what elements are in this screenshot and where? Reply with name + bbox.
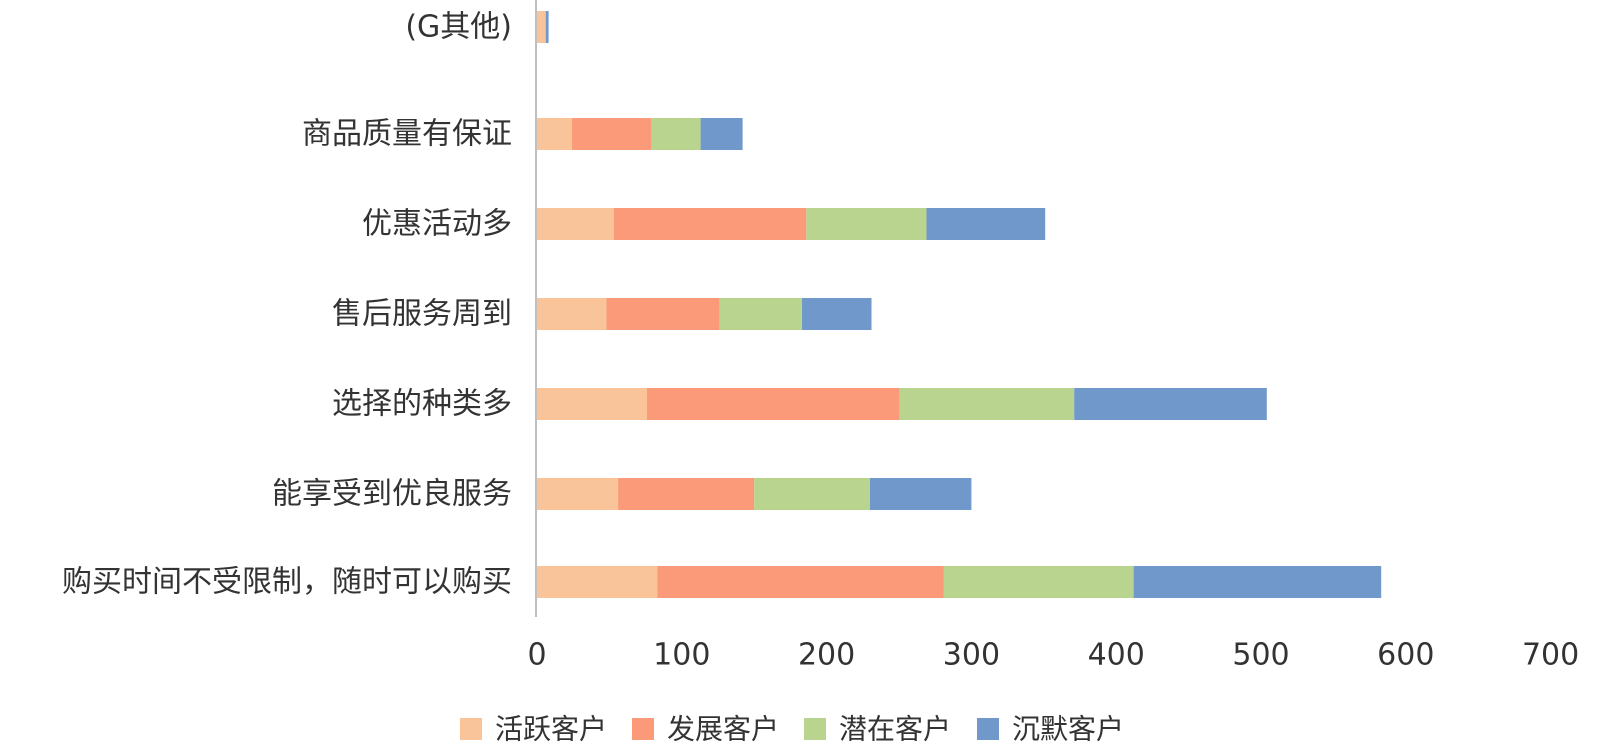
bar-segment-2-2 xyxy=(899,388,1075,420)
legend-swatch-0 xyxy=(460,718,482,740)
x-tick-label-2: 200 xyxy=(798,638,855,673)
bar-segment-3-0 xyxy=(537,298,607,330)
bar-segment-1-0 xyxy=(537,478,619,510)
x-tick-label-3: 300 xyxy=(943,638,1000,673)
bar-segment-4-3 xyxy=(926,208,1046,240)
category-label-4: 优惠活动多 xyxy=(362,207,512,242)
bar-segment-0-2 xyxy=(943,566,1134,598)
legend: 活跃客户 发展客户 潜在客户 沉默客户 xyxy=(460,713,1124,746)
x-tick-label-6: 600 xyxy=(1377,638,1434,673)
legend-swatch-1 xyxy=(632,718,654,740)
bar-segment-2-0 xyxy=(537,388,647,420)
x-tick-label-7: 700 xyxy=(1522,638,1579,673)
legend-label-3: 沉默客户 xyxy=(1012,713,1124,746)
category-label-0: 购买时间不受限制，随时可以购买 xyxy=(62,565,512,600)
category-label-5: 商品质量有保证 xyxy=(302,117,512,152)
bar-segment-2-1 xyxy=(647,388,899,420)
category-label-3: 售后服务周到 xyxy=(332,297,512,332)
bar-segment-0-0 xyxy=(537,566,658,598)
bar-segment-3-1 xyxy=(606,298,720,330)
legend-label-2: 潜在客户 xyxy=(839,713,951,746)
bars-layer xyxy=(537,11,1382,598)
bar-segment-5-2 xyxy=(651,118,701,150)
category-label-1: 能享受到优良服务 xyxy=(272,477,512,512)
x-tick-label-4: 400 xyxy=(1088,638,1145,673)
legend-label-0: 活跃客户 xyxy=(495,713,607,746)
bar-segment-1-3 xyxy=(870,478,972,510)
bar-segment-4-2 xyxy=(806,208,927,240)
x-tick-labels: 0 100 200 300 400 500 600 700 xyxy=(527,638,1579,673)
bar-segment-4-1 xyxy=(613,208,807,240)
legend-swatch-3 xyxy=(977,718,999,740)
legend-label-1: 发展客户 xyxy=(667,713,779,746)
bar-segment-2-3 xyxy=(1074,388,1267,420)
bar-segment-3-3 xyxy=(802,298,872,330)
bar-segment-5-1 xyxy=(571,118,652,150)
category-label-2: 选择的种类多 xyxy=(332,387,512,422)
bar-segment-5-3 xyxy=(700,118,743,150)
legend-swatch-2 xyxy=(804,718,826,740)
x-tick-label-0: 0 xyxy=(527,638,546,673)
x-tick-label-1: 100 xyxy=(653,638,710,673)
bar-segment-1-2 xyxy=(754,478,870,510)
bar-segment-3-2 xyxy=(719,298,802,330)
bar-segment-1-1 xyxy=(618,478,755,510)
bar-segment-0-1 xyxy=(657,566,944,598)
category-label-6: (G其他) xyxy=(405,10,512,45)
bar-segment-0-3 xyxy=(1133,566,1382,598)
x-tick-label-5: 500 xyxy=(1232,638,1289,673)
bar-segment-6-0 xyxy=(537,11,546,43)
bar-segment-4-0 xyxy=(537,208,614,240)
bar-segment-6-3 xyxy=(545,11,549,43)
bar-segment-5-0 xyxy=(537,118,572,150)
